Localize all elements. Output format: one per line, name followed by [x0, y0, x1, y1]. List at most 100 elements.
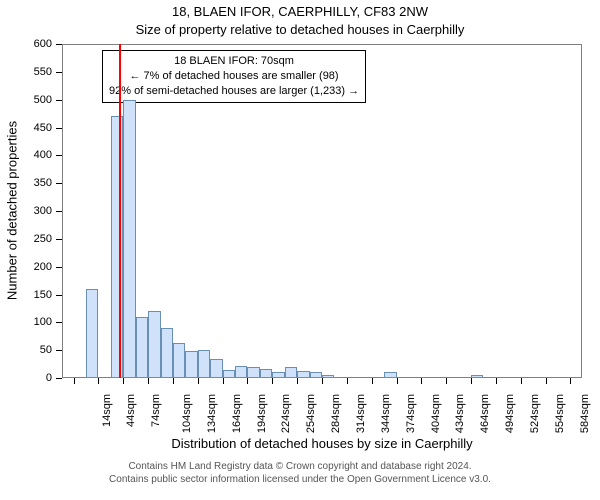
x-tick-label: 434sqm	[455, 394, 467, 433]
histogram-bar	[185, 351, 197, 378]
y-tick-label: 200	[0, 261, 52, 273]
x-tick-mark	[198, 378, 199, 384]
y-tick-mark	[56, 44, 62, 45]
histogram-bar	[223, 370, 235, 378]
x-tick-label: 584sqm	[579, 394, 591, 433]
histogram-bar	[86, 289, 98, 378]
x-tick-label: 554sqm	[554, 394, 566, 433]
x-tick-label: 314sqm	[355, 394, 367, 433]
x-tick-label: 164sqm	[231, 394, 243, 433]
y-tick-mark	[56, 239, 62, 240]
annotation-line-2: ← 7% of detached houses are smaller (98)	[109, 69, 359, 84]
histogram-bar	[210, 359, 222, 378]
footer-line-2: Contains public sector information licen…	[0, 473, 600, 486]
x-tick-mark	[322, 378, 323, 384]
histogram-bar	[471, 375, 483, 378]
x-tick-label: 524sqm	[529, 394, 541, 433]
y-tick-mark	[56, 72, 62, 73]
histogram-bar	[148, 311, 160, 378]
x-tick-label: 134sqm	[206, 394, 218, 433]
y-tick-mark	[56, 350, 62, 351]
x-tick-label: 284sqm	[330, 394, 342, 433]
y-tick-mark	[56, 295, 62, 296]
x-tick-mark	[173, 378, 174, 384]
histogram-bar	[235, 366, 247, 378]
x-tick-mark	[98, 378, 99, 384]
annotation-line-3: 92% of semi-detached houses are larger (…	[109, 84, 359, 99]
x-tick-mark	[496, 378, 497, 384]
x-tick-mark	[272, 378, 273, 384]
y-tick-label: 450	[0, 122, 52, 134]
y-tick-label: 400	[0, 149, 52, 161]
histogram-bar	[123, 100, 135, 378]
histogram-bar	[322, 375, 334, 378]
y-tick-label: 100	[0, 316, 52, 328]
histogram-bar	[260, 369, 272, 378]
annotation-box: 18 BLAEN IFOR: 70sqm ← 7% of detached ho…	[102, 50, 366, 103]
x-tick-label: 464sqm	[479, 394, 491, 433]
y-tick-mark	[56, 211, 62, 212]
x-tick-mark	[397, 378, 398, 384]
y-tick-mark	[56, 267, 62, 268]
x-tick-label: 224sqm	[281, 394, 293, 433]
y-tick-mark	[56, 128, 62, 129]
title-line-1: 18, BLAEN IFOR, CAERPHILLY, CF83 2NW	[0, 4, 600, 19]
x-tick-mark	[521, 378, 522, 384]
y-tick-mark	[56, 155, 62, 156]
x-tick-mark	[74, 378, 75, 384]
y-tick-label: 350	[0, 177, 52, 189]
x-tick-label: 14sqm	[101, 394, 113, 427]
y-tick-mark	[56, 100, 62, 101]
histogram-bar	[310, 372, 322, 378]
y-tick-label: 300	[0, 205, 52, 217]
x-tick-label: 44sqm	[125, 394, 137, 427]
x-axis-label: Distribution of detached houses by size …	[62, 436, 582, 451]
x-tick-mark	[421, 378, 422, 384]
annotation-line-1: 18 BLAEN IFOR: 70sqm	[109, 54, 359, 69]
title-line-2: Size of property relative to detached ho…	[0, 22, 600, 37]
y-tick-label: 150	[0, 289, 52, 301]
y-tick-label: 250	[0, 233, 52, 245]
x-tick-label: 374sqm	[405, 394, 417, 433]
x-tick-mark	[446, 378, 447, 384]
x-tick-mark	[148, 378, 149, 384]
histogram-bar	[247, 367, 259, 378]
y-tick-label: 0	[0, 372, 52, 384]
marker-line	[119, 44, 121, 378]
histogram-bar	[272, 372, 284, 378]
histogram-bar	[136, 317, 148, 378]
x-tick-mark	[372, 378, 373, 384]
histogram-bar	[198, 350, 210, 378]
x-tick-label: 74sqm	[150, 394, 162, 427]
histogram-bar	[111, 116, 123, 378]
y-tick-label: 600	[0, 38, 52, 50]
x-tick-mark	[297, 378, 298, 384]
x-tick-label: 104sqm	[181, 394, 193, 433]
histogram-bar	[285, 367, 297, 378]
histogram-bar	[161, 328, 173, 378]
histogram-bar	[173, 343, 185, 378]
x-tick-label: 404sqm	[430, 394, 442, 433]
x-tick-label: 494sqm	[504, 394, 516, 433]
x-tick-mark	[123, 378, 124, 384]
x-tick-mark	[546, 378, 547, 384]
footer-line-1: Contains HM Land Registry data © Crown c…	[0, 460, 600, 473]
x-tick-label: 254sqm	[305, 394, 317, 433]
y-tick-mark	[56, 378, 62, 379]
histogram-bar	[297, 371, 309, 378]
x-tick-mark	[223, 378, 224, 384]
x-tick-mark	[471, 378, 472, 384]
x-tick-mark	[570, 378, 571, 384]
chart-container: 18, BLAEN IFOR, CAERPHILLY, CF83 2NW Siz…	[0, 0, 600, 500]
histogram-bar	[384, 372, 396, 378]
x-tick-label: 194sqm	[256, 394, 268, 433]
y-tick-mark	[56, 183, 62, 184]
y-tick-label: 550	[0, 66, 52, 78]
x-tick-mark	[347, 378, 348, 384]
footer-attribution: Contains HM Land Registry data © Crown c…	[0, 460, 600, 486]
y-tick-mark	[56, 322, 62, 323]
y-tick-label: 50	[0, 344, 52, 356]
x-tick-mark	[247, 378, 248, 384]
x-tick-label: 344sqm	[380, 394, 392, 433]
y-tick-label: 500	[0, 94, 52, 106]
